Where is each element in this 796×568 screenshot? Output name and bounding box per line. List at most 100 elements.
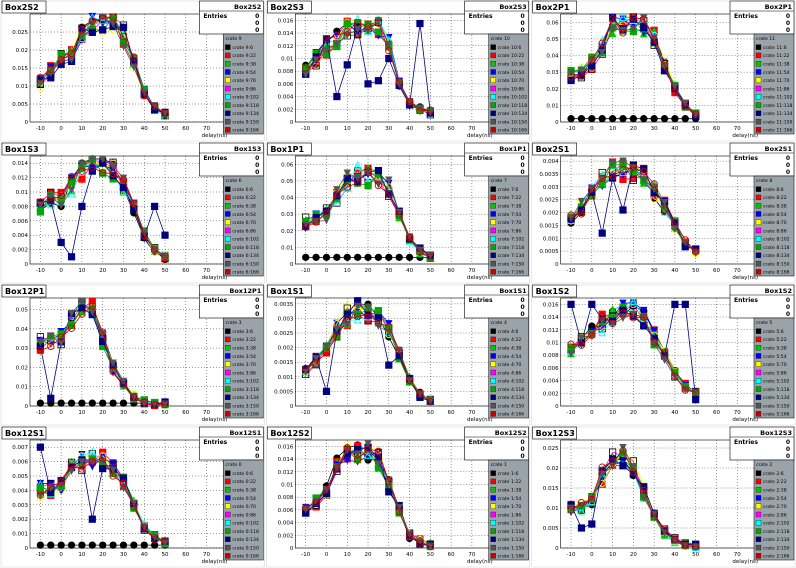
data-point <box>88 155 97 164</box>
legend-marker <box>755 211 762 217</box>
legend-entry: crate 4:118 <box>498 387 525 393</box>
legend-marker <box>225 194 231 201</box>
data-point <box>78 160 86 168</box>
data-point <box>385 361 393 369</box>
data-point <box>681 115 689 123</box>
legend-title: crate 9 <box>225 36 241 42</box>
legend-marker <box>490 61 496 67</box>
legend-entry: crate 3:166 <box>232 412 259 418</box>
data-point <box>57 201 65 210</box>
x-tick-label: 70 <box>203 126 210 132</box>
data-point <box>343 169 351 177</box>
series-line <box>570 450 696 547</box>
panel-title-box <box>1 142 47 156</box>
series-line <box>571 166 697 253</box>
legend-entry: crate 4:6 <box>498 329 519 335</box>
data-point <box>587 497 596 505</box>
y-tick-label: 0 <box>25 546 29 552</box>
x-axis-label: delay(ns) <box>202 133 228 139</box>
data-point <box>151 202 159 210</box>
legend-marker <box>490 520 496 526</box>
y-tick-label: 0.005 <box>12 102 28 108</box>
data-point <box>78 167 86 175</box>
legend-marker <box>225 487 231 493</box>
series-line <box>40 16 166 114</box>
data-point <box>333 40 341 48</box>
data-point <box>385 40 393 49</box>
x-tick-label: -10 <box>567 552 576 558</box>
data-point <box>374 181 383 190</box>
data-point <box>354 310 362 319</box>
legend-marker <box>755 553 762 559</box>
stats-value: 0 <box>520 453 524 460</box>
legend-entry: crate 2:86 <box>763 512 787 518</box>
data-point <box>598 479 606 488</box>
data-point <box>577 334 586 342</box>
stats-value: 0 <box>255 439 259 446</box>
data-point <box>322 485 331 494</box>
y-tick-label: 0.02 <box>16 48 28 54</box>
legend-entry: crate 6:6 <box>232 187 253 193</box>
series-line <box>305 447 431 547</box>
data-point <box>364 310 372 318</box>
plot-area <box>29 297 228 407</box>
data-point <box>364 23 372 31</box>
legend-marker <box>490 219 496 225</box>
data-point <box>130 502 138 511</box>
legend-entry: crate 1:22 <box>498 479 522 485</box>
x-tick-label: 20 <box>365 268 372 274</box>
data-point <box>130 53 138 61</box>
data-point <box>150 535 159 544</box>
data-point <box>608 159 617 167</box>
data-point <box>57 399 65 407</box>
data-point <box>150 246 159 254</box>
data-point <box>322 253 331 262</box>
legend-marker <box>755 77 762 83</box>
data-point <box>322 209 331 217</box>
legend-marker <box>755 186 762 192</box>
data-point <box>36 198 45 206</box>
stats-value: 0 <box>255 304 259 311</box>
x-tick-label: 70 <box>734 552 741 558</box>
legend-marker <box>755 536 762 542</box>
data-point <box>405 253 414 262</box>
data-point <box>405 233 414 242</box>
y-tick-label: 0.004 <box>278 95 294 101</box>
y-tick-label: 0.01 <box>16 190 28 196</box>
stats-title: Box1S3 <box>234 145 261 153</box>
data-point <box>598 174 606 183</box>
data-point <box>395 253 403 262</box>
data-point <box>619 206 627 214</box>
y-tick-label: 0.006 <box>278 82 294 88</box>
x-tick-label: 0 <box>590 126 594 132</box>
legend-entry: crate 2:102 <box>763 521 790 527</box>
stats-value: 0 <box>255 297 259 304</box>
y-tick-label: 0.01 <box>16 84 28 90</box>
legend-marker <box>490 252 496 258</box>
legend-entry: crate 8:134 <box>763 253 790 259</box>
x-tick-label: 40 <box>671 552 678 558</box>
x-tick-label: 10 <box>609 552 616 558</box>
y-tick-label: 0.01 <box>546 103 558 109</box>
legend-marker <box>490 470 496 476</box>
data-point <box>619 166 627 174</box>
legend-entry: crate 9:102 <box>232 95 259 101</box>
x-tick-label: 10 <box>344 552 351 558</box>
legend-entry: crate 8:118 <box>763 245 790 251</box>
data-point <box>302 223 310 231</box>
legend-entry: crate 5:54 <box>763 354 787 360</box>
data-point <box>374 314 383 322</box>
data-point <box>629 296 638 305</box>
data-point <box>322 46 331 55</box>
x-tick-label: 50 <box>692 552 699 558</box>
y-tick-label: 0.02 <box>281 229 293 235</box>
data-point <box>353 160 362 169</box>
x-axis-label: delay(ns) <box>467 133 493 139</box>
data-point <box>598 115 606 123</box>
x-tick-label: 20 <box>630 552 637 558</box>
legend-entry: crate 3:38 <box>232 345 256 351</box>
legend-marker <box>490 186 496 192</box>
legend-marker <box>225 345 231 351</box>
legend-entry: crate 3:70 <box>232 362 256 368</box>
y-tick-label: 0.06 <box>281 162 294 168</box>
